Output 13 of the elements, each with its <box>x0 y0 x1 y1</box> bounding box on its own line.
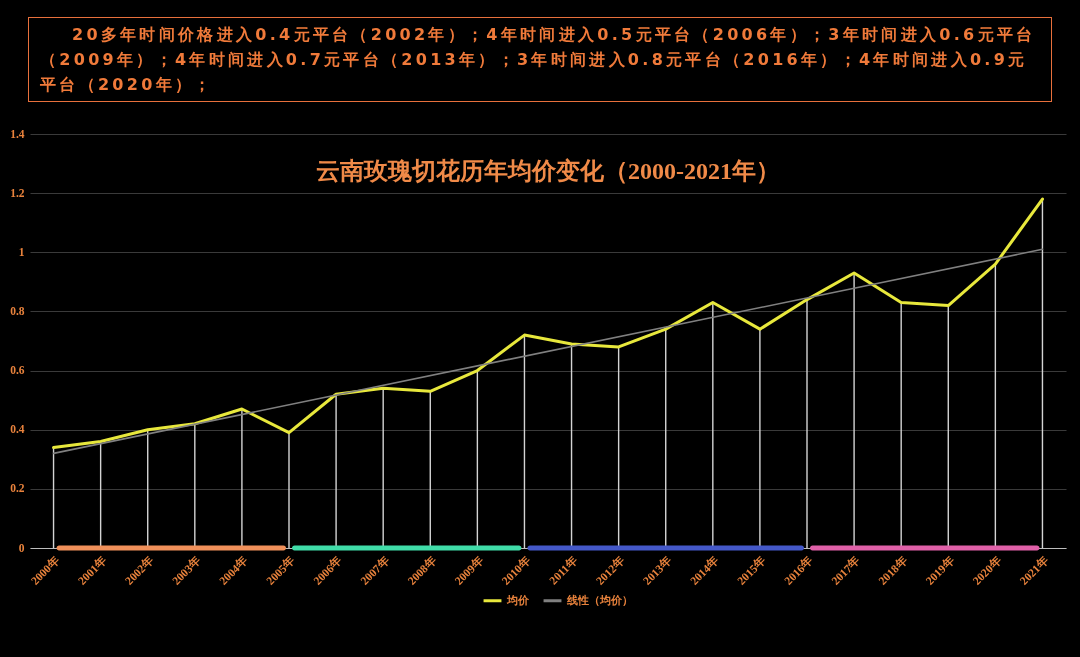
y-tick-label: 1.4 <box>10 127 25 140</box>
legend-label: 均价 <box>506 593 530 606</box>
y-tick-label: 0.4 <box>10 423 25 436</box>
y-tick-label: 0.6 <box>10 364 25 377</box>
y-tick-label: 0.2 <box>10 482 25 495</box>
y-tick-label: 1.2 <box>10 186 25 199</box>
text: 20多年时间价格进入0.4元平台（2002年）；4年时间进入0.5元平台（2006年）；3年时间进入0.6元平台（2009年）；4年时间进入0.7元平台（2013年）；3年时间进入0.8元平台（2016年）；4年时间进入0.9元平台（2020年）； <box>40 24 1037 96</box>
text: 云南玫瑰切花历年均价变化（2000-2021年） <box>316 158 780 184</box>
y-tick-label: 1 <box>18 245 25 258</box>
y-tick-label: 0 <box>18 541 25 554</box>
y-tick-label: 0.8 <box>10 304 25 317</box>
legend-label: 线性（均价） <box>566 593 633 607</box>
line-series <box>52 197 1044 449</box>
